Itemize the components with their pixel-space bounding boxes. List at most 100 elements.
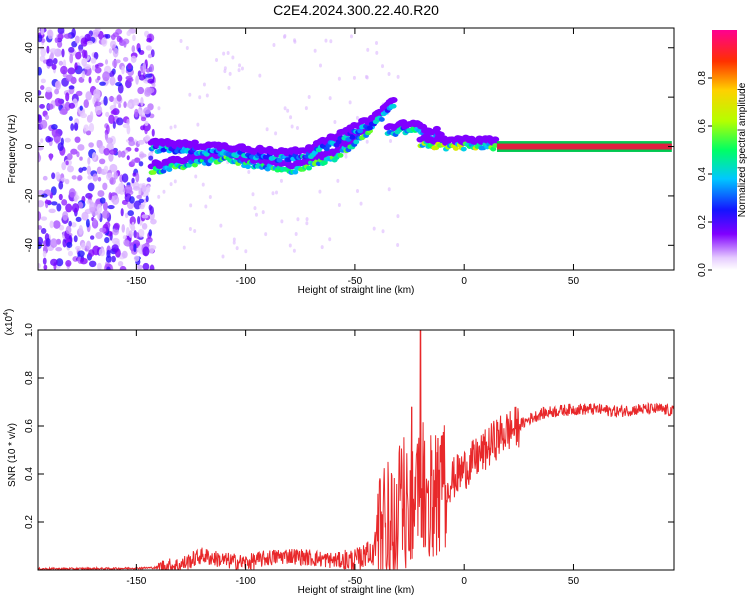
noise-mark	[123, 41, 127, 48]
noise-mark	[286, 108, 290, 113]
noise-mark	[102, 182, 108, 191]
noise-mark	[145, 195, 149, 203]
noise-mark	[66, 241, 73, 249]
noise-mark	[75, 51, 82, 60]
noise-mark	[221, 254, 225, 259]
noise-mark	[64, 101, 71, 111]
noise-mark	[91, 152, 97, 161]
noise-mark	[74, 62, 78, 71]
noise-mark	[140, 116, 147, 122]
noise-mark	[304, 106, 308, 111]
noise-mark	[47, 29, 54, 40]
ridge-mark	[191, 162, 198, 168]
ridge-core	[496, 143, 672, 150]
noise-mark	[39, 104, 45, 109]
colorbar-tick-label: 0.6	[697, 119, 708, 133]
spectrogram-panel: -150 -100 -50 0 50 -40 -20 0 20 40 Height of stra…	[7, 27, 675, 296]
noise-mark	[117, 260, 124, 267]
y-tick-label: 1.0	[24, 323, 35, 337]
noise-mark	[108, 192, 113, 201]
noise-mark	[102, 71, 110, 82]
noise-mark	[51, 201, 58, 206]
noise-mark	[99, 197, 106, 204]
noise-mark	[73, 122, 79, 131]
noise-mark	[40, 28, 45, 36]
noise-mark	[387, 187, 391, 192]
noise-mark	[131, 177, 135, 184]
ridge-mark	[292, 169, 299, 175]
noise-mark	[375, 41, 379, 46]
noise-mark	[51, 63, 57, 70]
ridge-mark	[150, 169, 157, 175]
x-tick-label: -150	[126, 276, 146, 287]
noise-mark	[56, 203, 62, 212]
noise-mark	[88, 122, 95, 133]
noise-mark	[57, 142, 64, 151]
noise-mark	[44, 114, 50, 120]
noise-mark	[396, 74, 400, 79]
noise-mark	[87, 182, 95, 192]
noise-mark	[40, 227, 47, 234]
noise-mark	[280, 219, 284, 224]
noise-mark	[121, 173, 129, 183]
noise-mark	[318, 63, 322, 68]
noise-mark	[279, 178, 283, 183]
noise-mark	[344, 154, 348, 159]
noise-mark	[112, 121, 116, 129]
noise-mark	[117, 150, 122, 158]
noise-mark	[57, 28, 65, 35]
noise-mark	[80, 37, 88, 47]
spectrogram-frame	[37, 27, 675, 271]
noise-mark	[173, 124, 177, 129]
snr-panel: -150 -100 -50 0 50 0.2 0.4 0.6 0.8 1.0 Height of …	[3, 309, 675, 596]
noise-mark	[145, 73, 153, 78]
noise-mark	[173, 179, 177, 184]
noise-mark	[150, 218, 157, 225]
noise-mark	[145, 45, 152, 51]
noise-mark	[108, 152, 114, 162]
noise-mark	[238, 63, 242, 68]
noise-mark	[131, 45, 136, 53]
noise-mark	[113, 97, 117, 108]
noise-mark	[145, 237, 150, 245]
noise-mark	[115, 81, 123, 87]
noise-mark	[116, 117, 124, 126]
noise-mark	[95, 231, 103, 239]
noise-mark	[68, 116, 73, 122]
noise-mark	[58, 60, 64, 66]
noise-mark	[43, 59, 47, 64]
ridge-mark	[492, 143, 499, 148]
noise-mark	[258, 73, 262, 78]
noise-mark	[201, 182, 205, 187]
ridge-mark	[390, 103, 397, 109]
noise-mark	[105, 59, 109, 65]
noise-mark	[146, 37, 152, 43]
noise-mark	[38, 225, 43, 230]
x-tick-label: -100	[236, 576, 256, 587]
ridge-mark	[166, 167, 173, 172]
noise-mark	[274, 190, 278, 195]
noise-mark	[109, 76, 116, 86]
colorbar: 0.0 0.2 0.4 0.6 0.8 Normalized spectral ampl…	[697, 30, 748, 277]
noise-mark	[127, 62, 132, 70]
noise-mark	[101, 37, 108, 47]
noise-mark	[142, 62, 147, 72]
noise-mark	[141, 222, 148, 230]
ridge-mark	[452, 146, 459, 151]
noise-mark	[320, 245, 324, 250]
noise-mark	[89, 201, 96, 212]
noise-mark	[149, 63, 155, 73]
noise-mark	[179, 39, 183, 44]
noise-mark	[40, 119, 48, 129]
noise-mark	[75, 245, 81, 251]
ridge-mark	[357, 128, 364, 134]
ridge-mark	[245, 164, 252, 170]
noise-mark	[137, 139, 145, 145]
noise-mark	[333, 120, 337, 125]
noise-mark	[77, 174, 83, 181]
noise-mark	[387, 71, 391, 76]
noise-mark	[135, 172, 140, 183]
ridge-mark	[335, 139, 342, 145]
noise-mark	[131, 221, 135, 231]
noise-mark	[67, 250, 73, 257]
